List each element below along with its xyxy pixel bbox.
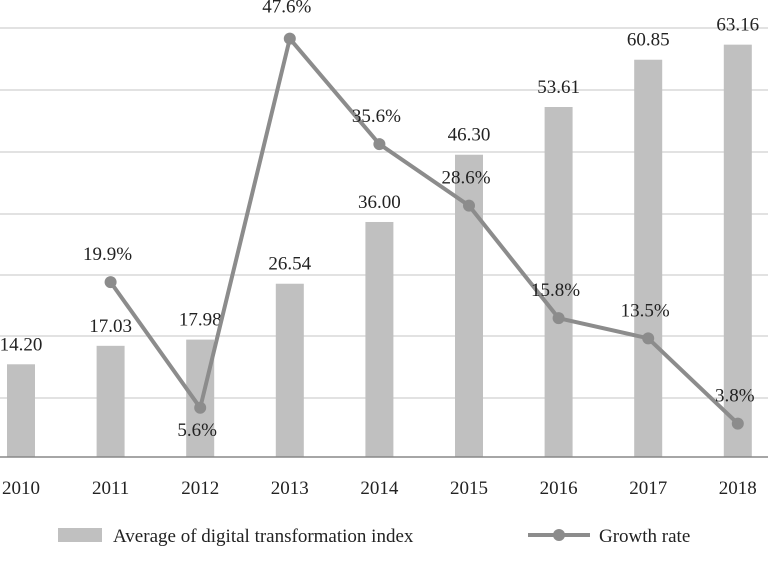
bar bbox=[634, 59, 663, 458]
x-axis: 2010 2011 2012 2013 2014 2015 2016 2017 2018 bbox=[0, 456, 768, 499]
growth-rate-point bbox=[463, 199, 475, 212]
growth-rate-label: 19.9% bbox=[83, 244, 132, 265]
bar-value-label: 60.85 bbox=[627, 30, 670, 51]
growth-rate-line bbox=[108, 36, 740, 426]
growth-rate-point bbox=[731, 417, 744, 430]
bar-value-label: 26.54 bbox=[268, 254, 311, 275]
x-tick-label: 2018 bbox=[719, 478, 757, 499]
x-tick-label: 2015 bbox=[450, 478, 488, 499]
bar bbox=[365, 221, 394, 457]
line-series: 19.9% 5.6% 47.6% 35.6% 28.6% 15.8% 13.5% 3.8% bbox=[83, 0, 755, 441]
growth-rate-point bbox=[642, 332, 655, 345]
growth-rate-label: 35.6% bbox=[352, 106, 401, 127]
bar bbox=[96, 345, 125, 457]
x-tick-label: 2010 bbox=[2, 478, 40, 499]
growth-rate-label: 47.6% bbox=[262, 0, 311, 18]
x-tick-label: 2013 bbox=[271, 478, 309, 499]
legend-label-line: Growth rate bbox=[599, 526, 690, 547]
legend-label-bar: Average of digital transformation index bbox=[113, 526, 414, 547]
growth-rate-point bbox=[283, 32, 296, 45]
bar-value-label: 53.61 bbox=[537, 77, 580, 98]
bar bbox=[275, 283, 304, 457]
bar bbox=[7, 364, 35, 457]
legend-swatch-marker bbox=[553, 529, 565, 541]
legend: Average of digital transformation index G… bbox=[58, 526, 690, 547]
bar bbox=[186, 339, 215, 457]
x-tick-label: 2017 bbox=[629, 478, 667, 499]
bar-series: 14.20 17.03 17.98 26.54 36.00 46.30 53.61 60.85… bbox=[0, 15, 759, 458]
bar-value-label: 36.00 bbox=[358, 192, 401, 213]
x-tick-label: 2012 bbox=[181, 478, 219, 499]
bar-value-label: 63.16 bbox=[716, 15, 759, 36]
bar-value-label: 14.20 bbox=[0, 334, 42, 355]
x-tick-label: 2014 bbox=[360, 478, 399, 499]
growth-rate-label: 5.6% bbox=[177, 420, 217, 441]
bar bbox=[723, 44, 752, 458]
growth-rate-label: 15.8% bbox=[531, 280, 580, 301]
x-tick-label: 2016 bbox=[540, 478, 578, 499]
bar-value-label: 46.30 bbox=[448, 125, 491, 146]
bar-value-label: 17.98 bbox=[179, 310, 222, 331]
bar-value-label: 17.03 bbox=[89, 316, 132, 337]
growth-rate-point bbox=[373, 138, 386, 151]
growth-rate-label: 28.6% bbox=[441, 168, 490, 189]
growth-rate-point bbox=[552, 312, 565, 325]
bar bbox=[544, 107, 573, 457]
growth-rate-label: 13.5% bbox=[621, 300, 670, 321]
growth-rate-point bbox=[194, 401, 207, 414]
growth-rate-point bbox=[104, 276, 117, 289]
growth-rate-label: 3.8% bbox=[715, 386, 755, 407]
x-tick-label: 2011 bbox=[92, 478, 129, 499]
legend-swatch-bar bbox=[58, 528, 102, 542]
